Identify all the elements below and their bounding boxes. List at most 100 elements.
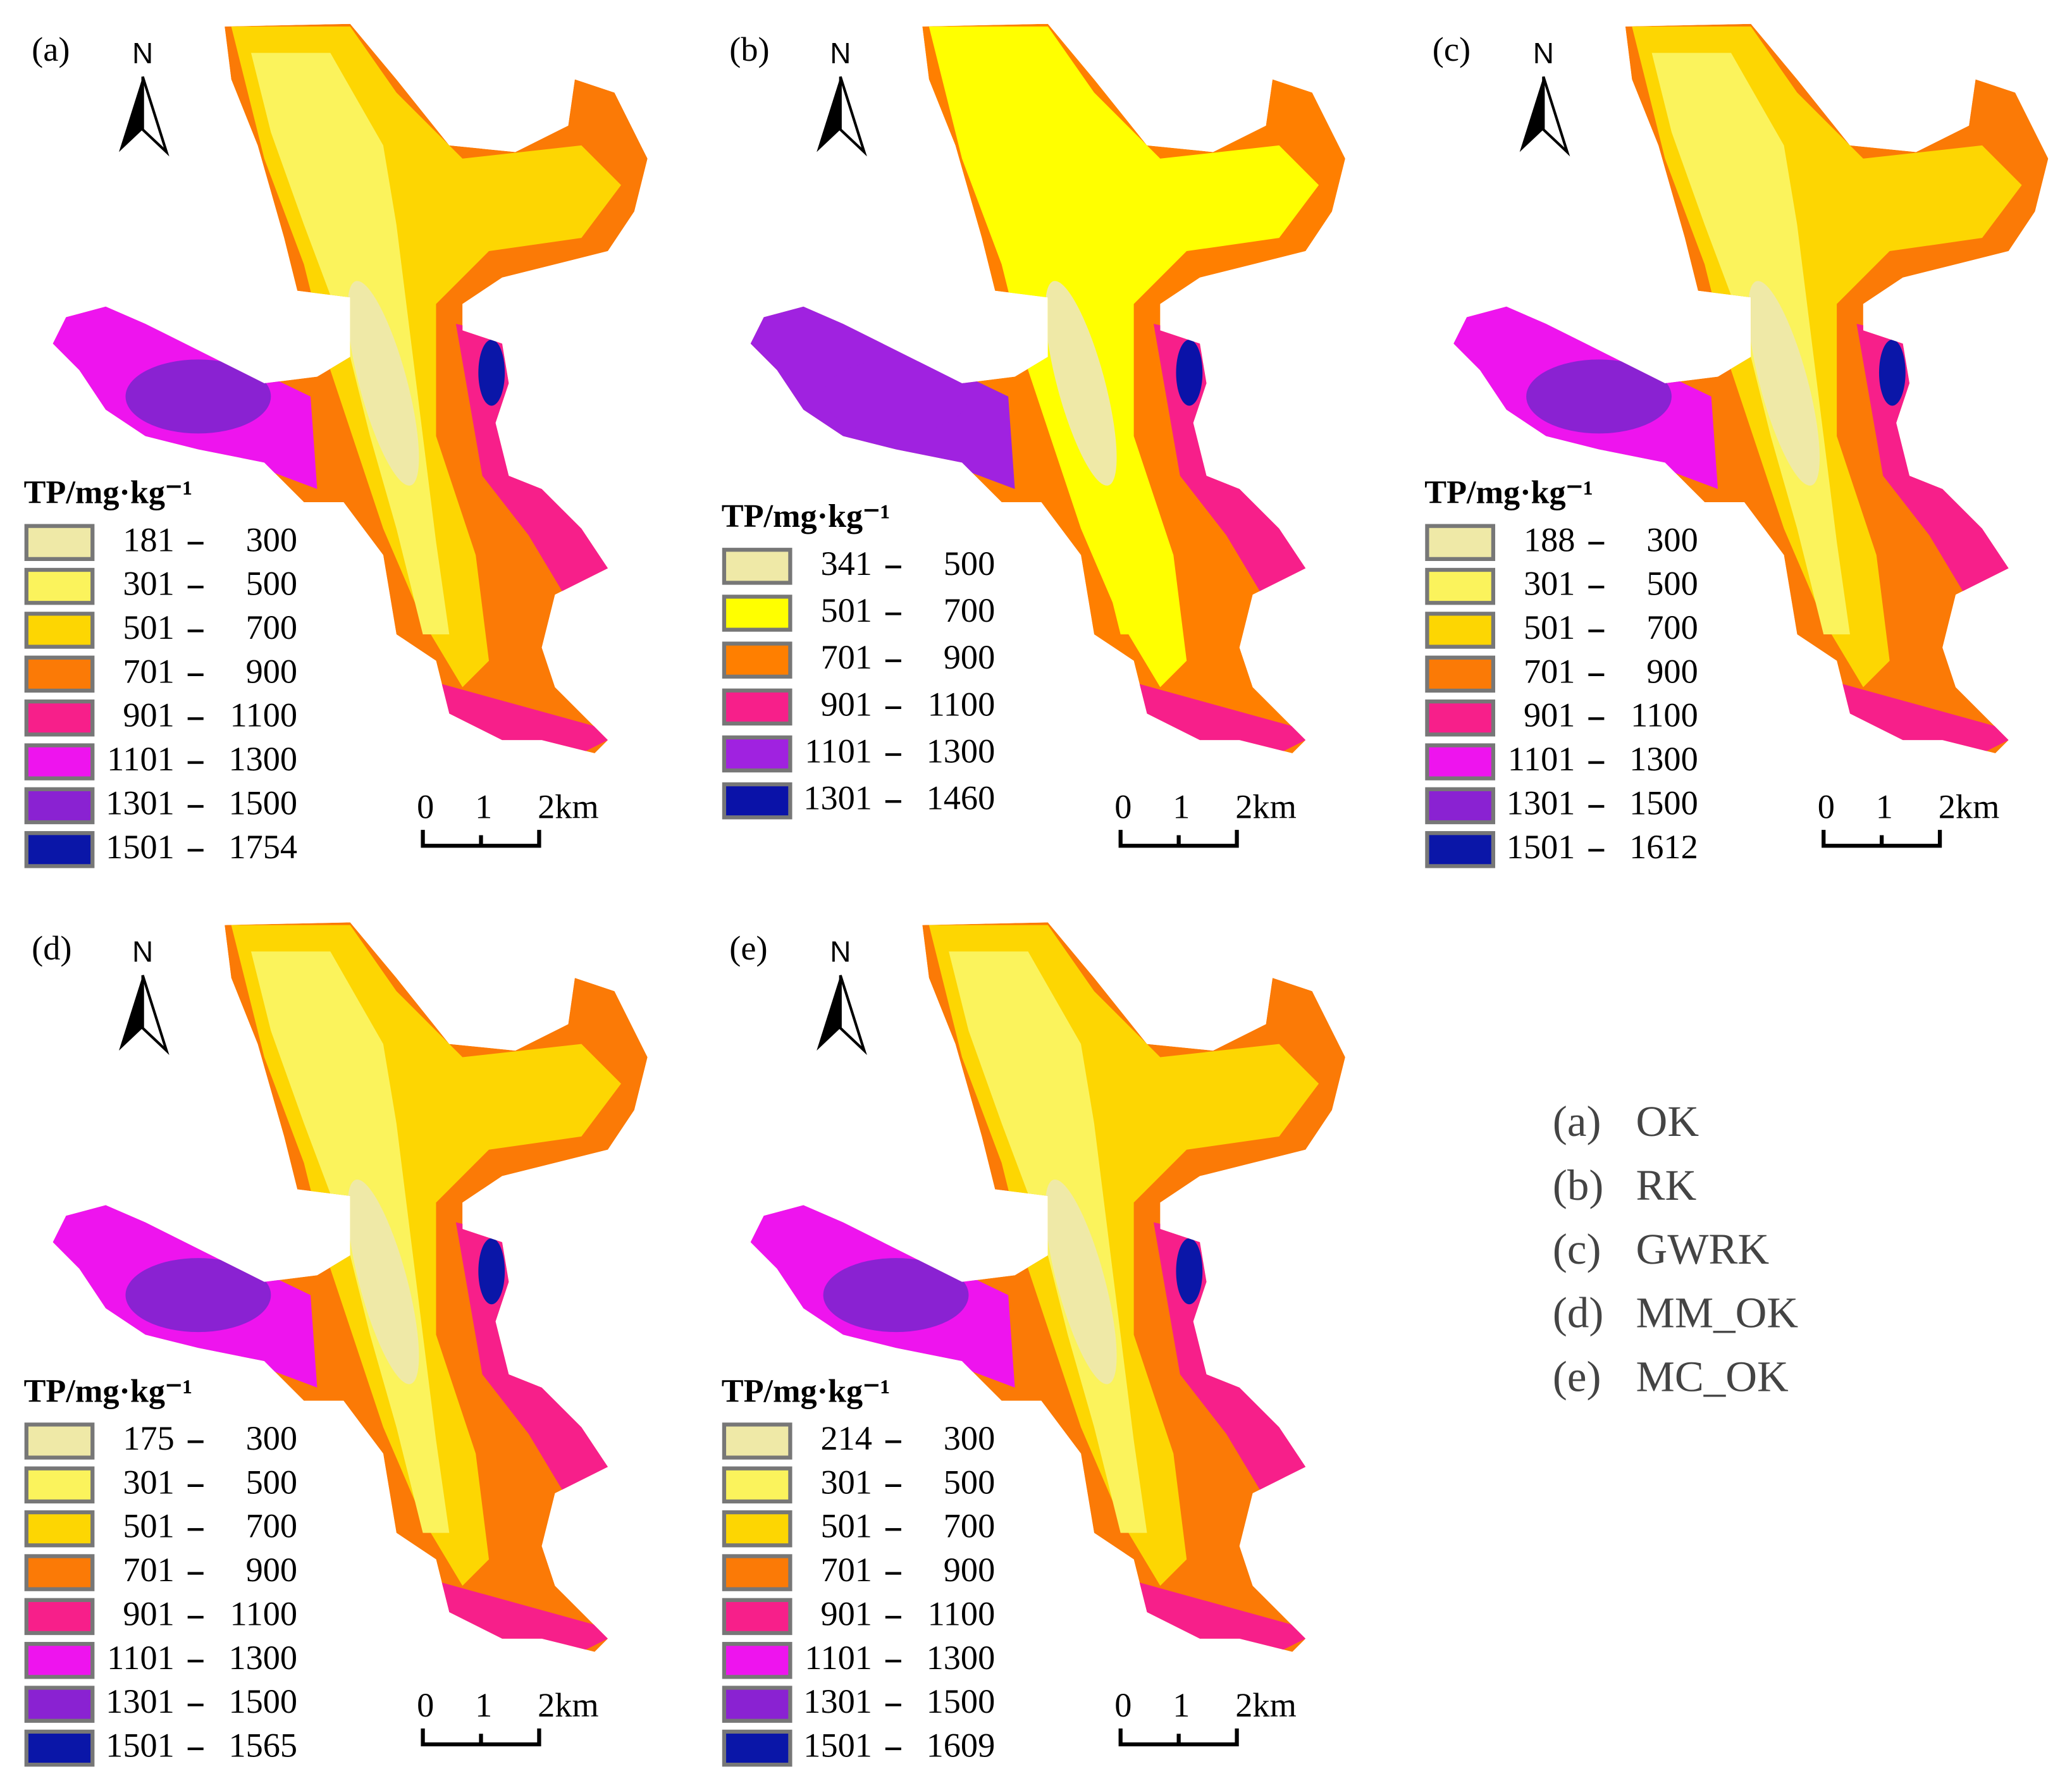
legend-from: 1101 [805, 732, 872, 770]
legend-to: 1460 [927, 779, 996, 817]
legend-to: 500 [1646, 565, 1698, 603]
map-zone [1878, 340, 1906, 406]
legend-to: 700 [246, 608, 297, 646]
legend-swatch [24, 699, 95, 737]
north-label: N [132, 37, 153, 70]
map-zone [347, 1179, 419, 1384]
legend-swatch [1425, 743, 1496, 780]
map-zone [429, 681, 621, 753]
legend-from: 1301 [803, 1682, 872, 1720]
legend-from: 1101 [107, 1639, 175, 1677]
legend-swatch [24, 655, 95, 693]
panel: (e) N TP/mg·kg⁻¹ 214 300 301 500 501 700 701 900 90… [722, 922, 1345, 1767]
scale-label: 0 [1114, 1686, 1132, 1724]
key-name: RK [1636, 1161, 1697, 1209]
panel-label: (d) [32, 929, 71, 967]
scale-label: 2km [538, 787, 599, 825]
legend-swatch [24, 1422, 95, 1460]
legend-to: 1300 [927, 732, 996, 770]
north-arrow [1542, 76, 1570, 157]
map-zone [1127, 1579, 1319, 1652]
legend-swatch [24, 1642, 95, 1679]
legend-from: 1301 [803, 779, 872, 817]
map-zone [949, 951, 1147, 1533]
legend-swatch [1425, 831, 1496, 868]
legend-to: 1500 [927, 1682, 996, 1720]
map-zone [823, 359, 969, 434]
legend-title: TP/mg·kg⁻¹ [24, 1372, 193, 1409]
legend-to: 1100 [230, 696, 297, 734]
legend-swatch [722, 688, 792, 726]
legend-from: 1301 [106, 1682, 175, 1720]
legend-swatch [722, 782, 792, 820]
legend-to: 1300 [1629, 740, 1698, 778]
legend-swatch [722, 1642, 792, 1679]
legend-from: 901 [123, 1594, 174, 1632]
north-arrow [1519, 77, 1544, 152]
legend-from: 1501 [106, 1727, 175, 1765]
legend-to: 500 [944, 545, 995, 583]
map-zone [1748, 281, 1820, 486]
legend-to: 1500 [228, 784, 297, 822]
legend-from: 301 [1524, 565, 1575, 603]
legend-from: 1501 [1507, 828, 1576, 866]
legend-from: 901 [820, 1594, 872, 1632]
panel-label: (c) [1433, 30, 1471, 68]
legend-swatch [24, 612, 95, 649]
legend-title: TP/mg·kg⁻¹ [722, 1372, 891, 1409]
legend-from: 901 [123, 696, 174, 734]
map [52, 922, 648, 1652]
legend-to: 500 [246, 565, 297, 603]
map-zone [125, 1258, 271, 1333]
legend-from: 501 [820, 591, 872, 629]
panel-label: (b) [729, 30, 769, 68]
legend-swatch [722, 1598, 792, 1636]
legend-swatch [24, 567, 95, 605]
legend-from: 1501 [106, 828, 175, 866]
scale-label: 2km [538, 1686, 599, 1724]
map-zone [250, 951, 450, 1533]
legend-swatch [24, 1510, 95, 1548]
legend-swatch [722, 1466, 792, 1504]
legend-swatch [722, 595, 792, 632]
legend-swatch [24, 743, 95, 780]
north-arrow [839, 76, 867, 157]
legend-swatch [722, 1554, 792, 1591]
scale-label: 1 [475, 787, 492, 825]
legend-swatch [24, 787, 95, 825]
legend-swatch [1425, 655, 1496, 693]
scale-label: 0 [1114, 787, 1132, 825]
legend-from: 701 [1524, 652, 1575, 690]
legend-from: 181 [123, 521, 174, 558]
panel: (d) N TP/mg·kg⁻¹ 175 300 301 500 501 700 701 900 90… [24, 922, 648, 1767]
legend-from: 1101 [107, 740, 175, 778]
legend-from: 701 [123, 652, 174, 690]
north-label: N [132, 935, 153, 968]
key-name: GWRK [1636, 1225, 1770, 1273]
map [750, 23, 1345, 753]
legend-to: 1100 [1631, 696, 1698, 734]
map-zone [823, 1258, 969, 1333]
legend-title: TP/mg·kg⁻¹ [722, 498, 891, 534]
north-label: N [830, 935, 851, 968]
map-zone [478, 1238, 505, 1305]
legend-to: 900 [246, 1551, 297, 1589]
scale-label: 1 [1173, 1686, 1190, 1724]
map [52, 23, 648, 753]
legend-from: 701 [820, 1551, 872, 1589]
key-name: OK [1636, 1097, 1699, 1145]
north-arrow [141, 76, 170, 157]
legend-swatch [1425, 524, 1496, 562]
map-zone [429, 1579, 621, 1652]
map-zone [478, 340, 505, 406]
legend-from: 301 [123, 565, 174, 603]
legend-from: 701 [820, 638, 872, 676]
map-zone [1176, 1238, 1203, 1305]
panel: (b) N TP/mg·kg⁻¹ 341 500 501 700 701 900 901 1100 1… [722, 23, 1345, 848]
map-zone [250, 52, 450, 634]
map-zone [1045, 1179, 1117, 1384]
key-label: (d) [1553, 1289, 1603, 1337]
north-arrow [119, 77, 143, 152]
legend-swatch [24, 831, 95, 868]
